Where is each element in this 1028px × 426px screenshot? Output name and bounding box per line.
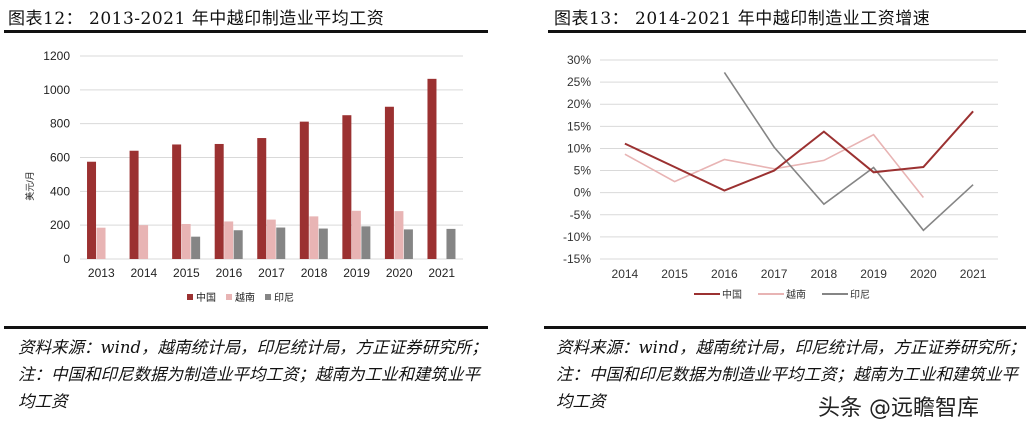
y-axis-label: 美元/月 (24, 171, 35, 201)
y-tick-label: 20% (567, 97, 591, 111)
source-note: 资料来源：wind，越南统计局，印尼统计局，方正证券研究所；注：中国和印尼数据为… (18, 338, 488, 411)
bar-越南 (181, 223, 191, 259)
legend-swatch (187, 294, 193, 300)
bar-中国 (427, 78, 437, 260)
line-印尼 (723, 71, 974, 232)
bar-中国 (214, 143, 224, 259)
x-tick-label: 2016 (711, 267, 738, 281)
bar-印尼 (446, 228, 456, 259)
x-tick-label: 2016 (216, 266, 243, 280)
y-tick-label: 0% (574, 186, 592, 200)
legend-label: 中国 (196, 291, 216, 304)
x-tick-label: 2014 (130, 266, 157, 280)
y-tick-label: -5% (570, 208, 592, 222)
line-越南 (624, 133, 925, 198)
y-tick-label: 30% (567, 53, 591, 67)
bar-chart-title: 图表12： 2013-2021 年中越印制造业平均工资 (8, 9, 385, 29)
x-tick-label: 2021 (960, 267, 987, 281)
y-tick-label: 1200 (43, 49, 70, 63)
bar-中国 (257, 138, 267, 259)
bar-chart: 0 200 400 600 800 1000 1200 美元/月 2013 2014 2015 201… (24, 49, 463, 304)
bar-中国 (87, 161, 97, 259)
y-tick-label: 600 (50, 151, 70, 165)
legend-label: 中国 (722, 288, 742, 301)
y-tick-label: 15% (567, 119, 591, 133)
x-tick-label: 2018 (811, 267, 838, 281)
bar-印尼 (361, 226, 371, 259)
legend-swatch (226, 294, 232, 300)
bar-中国 (384, 106, 394, 259)
y-tick-label: -10% (563, 230, 591, 244)
y-tick-label: -15% (563, 252, 591, 266)
line-chart: -15% -10% -5% 0% 5% 10% 15% 20% 25% 30% 2014 2015 20… (563, 53, 998, 301)
legend-label: 印尼 (850, 289, 870, 301)
y-tick-label: 25% (567, 75, 591, 89)
y-tick-label: 400 (50, 184, 70, 198)
source-divider (544, 326, 1026, 329)
bar-中国 (172, 144, 182, 259)
x-tick-label: 2014 (612, 267, 639, 281)
bar-中国 (342, 115, 352, 259)
x-tick-label: 2020 (910, 267, 937, 281)
bar-越南 (139, 225, 149, 259)
bar-中国 (129, 150, 139, 259)
legend-label: 越南 (235, 291, 255, 304)
line-chart-title: 图表13： 2014-2021 年中越印制造业工资增速 (554, 9, 931, 29)
source-note: 资料来源：wind，越南统计局，印尼统计局，方正证券研究所；注：中国和印尼数据为… (556, 338, 1026, 411)
x-tick-label: 2017 (761, 267, 788, 281)
bar-越南 (96, 227, 106, 259)
x-tick-label: 2019 (343, 266, 370, 280)
y-tick-label: 5% (574, 164, 592, 178)
legend-label: 印尼 (274, 292, 294, 304)
bar-越南 (351, 210, 361, 259)
bar-印尼 (403, 229, 413, 259)
x-tick-label: 2019 (860, 267, 887, 281)
x-tick-label: 2015 (173, 266, 200, 280)
title-divider (4, 30, 488, 33)
legend-label: 越南 (786, 288, 806, 301)
y-tick-label: 1000 (43, 83, 70, 97)
bar-越南 (224, 221, 234, 259)
watermark: 头条 @远瞻智库 (818, 390, 979, 422)
x-tick-label: 2020 (386, 266, 413, 280)
bar-越南 (394, 211, 404, 259)
bar-印尼 (191, 236, 201, 259)
bar-越南 (309, 216, 319, 259)
y-tick-label: 10% (567, 141, 591, 155)
bar-印尼 (276, 227, 286, 259)
x-tick-label: 2021 (428, 266, 455, 280)
bar-印尼 (233, 230, 243, 259)
bar-印尼 (318, 228, 328, 259)
line-中国 (624, 110, 974, 192)
bar-中国 (299, 121, 309, 260)
source-divider (4, 326, 488, 329)
y-tick-label: 200 (50, 218, 70, 232)
bar-越南 (266, 219, 276, 259)
y-tick-label: 800 (50, 117, 70, 131)
y-tick-label: 0 (63, 252, 70, 266)
legend-swatch (265, 294, 271, 300)
x-tick-label: 2018 (301, 266, 328, 280)
x-tick-label: 2015 (661, 267, 688, 281)
x-tick-label: 2013 (88, 266, 115, 280)
title-divider (548, 30, 1026, 33)
x-tick-label: 2017 (258, 266, 285, 280)
